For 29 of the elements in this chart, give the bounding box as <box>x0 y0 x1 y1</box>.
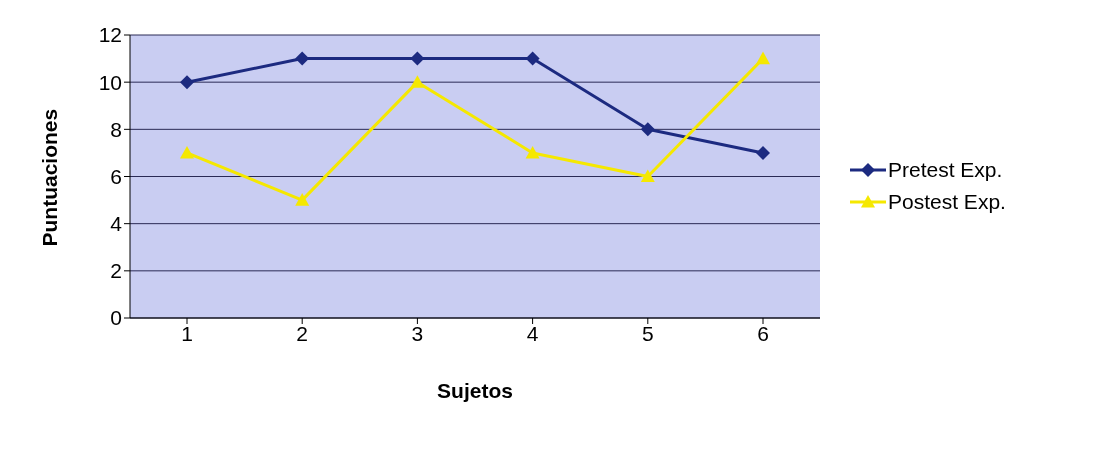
point <box>525 51 540 66</box>
x-tick-label: 6 <box>757 321 769 345</box>
point <box>180 145 194 159</box>
point <box>180 75 194 90</box>
y-tick-label: 6 <box>110 164 122 188</box>
point <box>410 75 425 88</box>
y-tick-label: 10 <box>98 70 122 94</box>
legend-label: Postest Exp. <box>888 190 1006 214</box>
x-tick-label: 4 <box>526 321 539 345</box>
x-tick-label: 5 <box>641 321 654 345</box>
point <box>756 145 770 160</box>
x-tick-label: 3 <box>411 321 424 345</box>
y-axis-title: Puntuaciones <box>38 108 62 247</box>
y-tick-label: 4 <box>110 212 123 236</box>
point <box>640 122 655 137</box>
point <box>756 51 770 65</box>
point <box>640 169 655 183</box>
point <box>410 51 425 66</box>
point <box>525 145 540 159</box>
y-tick-label: 12 <box>98 23 122 47</box>
legend-label: Pretest Exp. <box>888 158 1003 182</box>
x-tick-label: 1 <box>181 321 193 345</box>
y-tick-label: 8 <box>110 117 122 141</box>
x-axis-title: Sujetos <box>437 379 513 402</box>
y-tick-label: 2 <box>110 259 122 283</box>
point <box>295 51 310 66</box>
x-tick-label: 2 <box>296 321 309 345</box>
y-tick-label: 0 <box>110 306 122 330</box>
point <box>295 193 310 206</box>
